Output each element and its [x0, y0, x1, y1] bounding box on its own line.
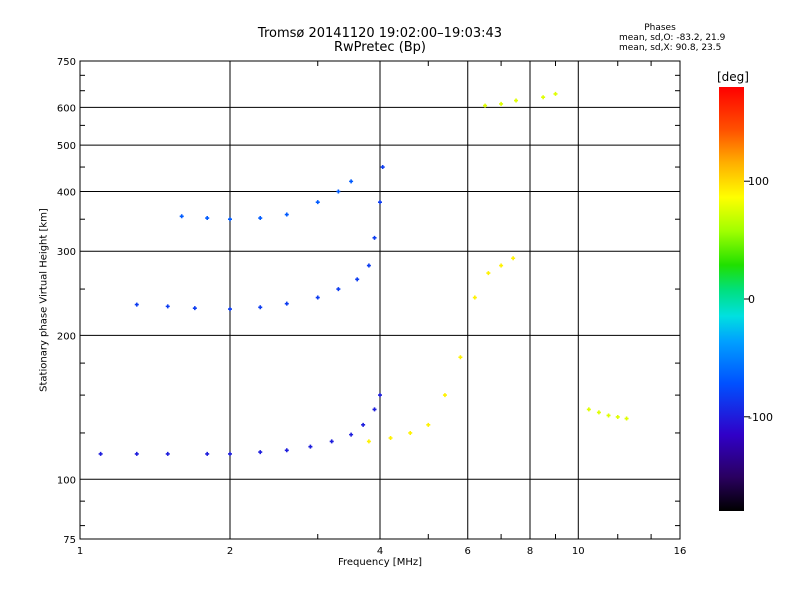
- data-point: [315, 200, 320, 205]
- data-point: [499, 101, 504, 106]
- x-tick-label: 2: [227, 546, 233, 557]
- data-point: [615, 414, 620, 419]
- data-point: [596, 410, 601, 415]
- data-point: [514, 98, 519, 103]
- data-point: [329, 439, 334, 444]
- series-2: [179, 179, 354, 222]
- data-point: [336, 189, 341, 194]
- data-point: [349, 432, 354, 437]
- data-point: [499, 263, 504, 268]
- data-point: [372, 407, 377, 412]
- data-point: [165, 304, 170, 309]
- axis-ticks: 1 2 4 6 8 10 16 75 100 200 300 400 500 600 750: [57, 57, 686, 557]
- data-point: [98, 451, 103, 456]
- data-point: [179, 214, 184, 219]
- colorbar-tick-label: -100: [748, 411, 773, 424]
- data-point: [165, 451, 170, 456]
- data-point: [378, 393, 382, 398]
- plot-frame: [79, 60, 681, 540]
- y-tick-label: 500: [57, 141, 76, 152]
- data-point: [541, 95, 546, 100]
- data-point: [284, 448, 289, 453]
- data-point: [258, 305, 263, 310]
- data-point: [205, 451, 210, 456]
- data-point: [361, 422, 366, 427]
- phase-stat-o: mean, sd,O: -83.2, 21.9: [619, 33, 726, 43]
- data-point: [205, 216, 210, 221]
- x-tick-label: 8: [527, 546, 533, 557]
- series-1: [134, 165, 385, 312]
- data-point: [426, 422, 431, 427]
- data-point: [308, 444, 313, 449]
- y-tick-label: 750: [57, 57, 76, 68]
- data-point: [483, 103, 488, 108]
- x-tick-label: 4: [377, 546, 383, 557]
- y-tick-label: 75: [63, 535, 76, 546]
- x-tick-label: 1: [77, 546, 83, 557]
- series-3: [366, 256, 516, 444]
- data-point: [472, 295, 477, 300]
- y-tick-label: 600: [57, 103, 76, 114]
- data-point: [486, 271, 491, 276]
- x-tick-label: 16: [674, 546, 687, 557]
- data-point: [284, 212, 289, 217]
- grid-lines: [80, 61, 680, 539]
- y-tick-label: 100: [57, 475, 76, 486]
- y-tick-label: 400: [57, 187, 76, 198]
- colorbar-unit: [deg]: [717, 70, 749, 84]
- x-axis-label: Frequency [MHz]: [337, 557, 423, 568]
- data-point: [336, 287, 341, 292]
- data-point: [378, 200, 382, 205]
- data-point: [586, 407, 591, 412]
- phases-legend-title: Phases: [644, 23, 676, 33]
- chart-subtitle: RwPretec (Bp): [333, 40, 427, 55]
- data-point: [372, 235, 377, 240]
- data-point: [366, 439, 371, 444]
- data-point: [624, 416, 629, 421]
- data-point: [442, 393, 447, 398]
- data-point: [408, 430, 413, 435]
- colorbar-tick-label: 100: [748, 175, 769, 188]
- series-0: [98, 393, 382, 456]
- data-point: [366, 263, 371, 268]
- data-point: [606, 413, 611, 418]
- data-point: [553, 91, 558, 96]
- data-point: [258, 216, 263, 221]
- data-point: [228, 307, 232, 312]
- data-point: [388, 435, 393, 440]
- data-point: [134, 451, 139, 456]
- y-tick-label: 200: [57, 331, 76, 342]
- data-point: [258, 450, 263, 455]
- data-point: [284, 301, 289, 306]
- series-4: [483, 91, 629, 421]
- chart-title: Tromsø 20141120 19:02:00–19:03:43: [257, 26, 503, 41]
- data-point: [228, 451, 232, 456]
- data-point: [315, 295, 320, 300]
- data-point: [192, 306, 197, 311]
- colorbar-gradient: [719, 87, 744, 511]
- data-point: [355, 277, 360, 282]
- y-tick-label: 300: [57, 247, 76, 258]
- data-point: [458, 355, 463, 360]
- x-tick-label: 6: [465, 546, 471, 557]
- colorbar-tick-label: 0: [748, 293, 755, 306]
- x-tick-label: 10: [572, 546, 585, 557]
- data-point: [380, 165, 385, 170]
- phase-stat-x: mean, sd,X: 90.8, 23.5: [619, 43, 722, 53]
- data-points: [98, 91, 629, 456]
- data-point: [349, 179, 354, 184]
- colorbar-ticks: 100 0 -100: [744, 175, 773, 424]
- data-point: [134, 302, 139, 307]
- data-point: [228, 217, 232, 222]
- data-point: [511, 256, 516, 261]
